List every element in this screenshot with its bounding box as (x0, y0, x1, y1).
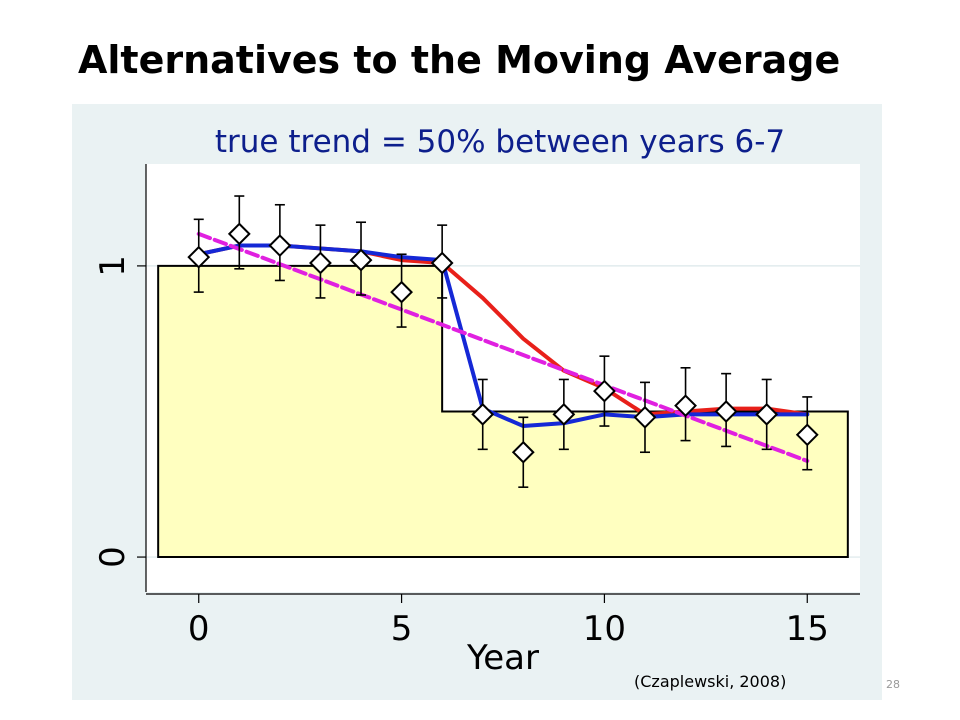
chart: true trend = 50% between years 6-7 0 5 10 1… (93, 124, 860, 678)
data-point-11 (633, 405, 657, 429)
y-tick-label-0: 0 (93, 546, 133, 568)
slide-title: Alternatives to the Moving Average (78, 38, 841, 82)
data-point-3 (309, 251, 332, 275)
y-tick-label-1: 1 (93, 255, 133, 277)
data-point-8 (511, 440, 535, 464)
x-tick-label-10: 10 (583, 609, 626, 649)
data-point-10 (593, 379, 616, 403)
x-tick-label-0: 0 (188, 609, 210, 649)
data-point-5 (390, 280, 413, 304)
x-axis-label: Year (466, 638, 539, 678)
citation: (Czaplewski, 2008) (634, 672, 787, 691)
series-line-3 (196, 231, 810, 463)
true-trend-area (157, 264, 849, 559)
data-point-7 (471, 402, 495, 426)
data-point-13 (714, 400, 738, 423)
chart-title: true trend = 50% between years 6-7 (215, 124, 785, 160)
data-point-12 (674, 394, 697, 418)
plot-area: 0 5 10 15 0 1 (93, 164, 860, 649)
x-tick-label-15: 15 (786, 609, 829, 649)
data-point-9 (552, 402, 576, 426)
data-point-1 (227, 222, 251, 246)
data-point-6 (430, 251, 454, 275)
series-line-2 (196, 243, 810, 429)
data-point-2 (268, 234, 292, 257)
data-point-4 (349, 248, 373, 272)
data-point-15 (795, 423, 819, 447)
data-point-14 (755, 402, 779, 426)
x-tick-label-5: 5 (391, 609, 413, 649)
data-point-0 (187, 245, 211, 269)
slide-number: 28 (886, 678, 900, 691)
